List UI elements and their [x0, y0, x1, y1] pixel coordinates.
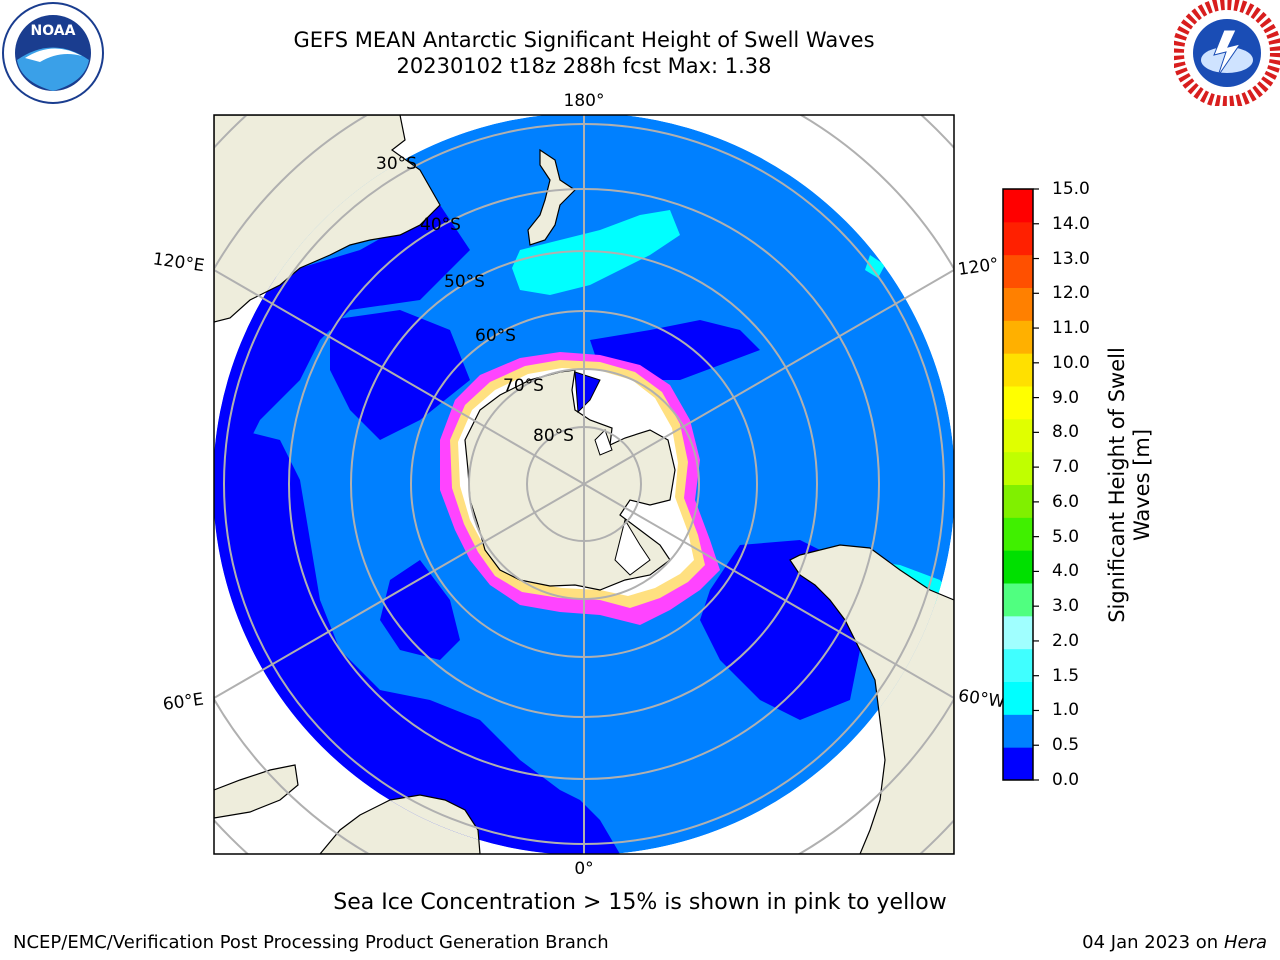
colorbar-segment: [1003, 418, 1033, 453]
colorbar-tick-label: 1.5: [1052, 665, 1080, 686]
colorbar-segment: [1003, 189, 1033, 223]
colorbar-segment: [1003, 320, 1033, 354]
new-zealand-land: [527, 148, 576, 246]
lon-label-upper-right: 120°: [957, 254, 1000, 280]
noaa-logo: NOAA: [2, 2, 104, 104]
madagascar-land: [214, 764, 299, 819]
lat-label-30s: 30°S: [376, 154, 417, 174]
colorbar-tick-label: 13.0: [1052, 248, 1090, 269]
colorbar-tick-label: 7.0: [1052, 457, 1080, 478]
colorbar-tick-label: 11.0: [1052, 318, 1090, 339]
colorbar-tick-label: 8.0: [1052, 422, 1080, 443]
colorbar-tick-label: 6.0: [1052, 491, 1080, 512]
colorbar-tick-label: 9.0: [1052, 387, 1080, 408]
lat-label-40s: 40°S: [420, 215, 461, 235]
colorbar-tick-label: 4.0: [1052, 561, 1080, 582]
sea-ice-note: Sea Ice Concentration > 15% is shown in …: [333, 890, 947, 915]
colorbar: [1002, 188, 1039, 781]
lat-label-60s: 60°S: [475, 326, 516, 346]
svg-text:NOAA: NOAA: [31, 23, 76, 39]
colorbar-tick-label: 14.0: [1052, 213, 1090, 234]
colorbar-segment: [1003, 550, 1033, 584]
colorbar-tick-label: 3.0: [1052, 596, 1080, 617]
colorbar-segment: [1003, 747, 1033, 781]
colorbar-tick-label: 10.0: [1052, 352, 1090, 373]
colorbar-segment: [1003, 484, 1033, 518]
colorbar-frame: [1002, 188, 1034, 781]
lon-label-lower-right: 60°W: [957, 686, 1006, 712]
lon-label-upper-left: 120°E: [152, 249, 206, 276]
lat-label-70s: 70°S: [503, 376, 544, 396]
footer-host: Hera: [1223, 932, 1267, 953]
colorbar-segment: [1003, 714, 1033, 748]
colorbar-tick-label: 15.0: [1052, 179, 1090, 199]
lon-label-top: 180°: [564, 91, 605, 111]
colorbar-segment: [1003, 353, 1033, 387]
colorbar-segment: [1003, 615, 1033, 650]
colorbar-label-line1: Significant Height of Swell: [1105, 347, 1129, 623]
colorbar-segment: [1003, 517, 1033, 551]
colorbar-segment: [1003, 254, 1033, 288]
colorbar-segment: [1003, 287, 1033, 321]
lon-label-bottom: 0°: [574, 859, 593, 879]
colorbar-tick-label: 1.0: [1052, 700, 1080, 721]
colorbar-segment: [1003, 451, 1033, 485]
colorbar-label-line2: Waves [m]: [1130, 428, 1154, 542]
footer-date: 04 Jan 2023 on Hera: [1082, 932, 1267, 953]
colorbar-tick-label: 2.0: [1052, 630, 1080, 651]
lat-label-50s: 50°S: [444, 272, 485, 292]
colorbar-segment: [1003, 386, 1033, 420]
colorbar-label: Significant Height of Swell Waves [m]: [1105, 347, 1155, 623]
map-subtitle: 20230102 t18z 288h fcst Max: 1.38: [396, 54, 772, 78]
lat-label-80s: 80°S: [533, 426, 574, 446]
colorbar-segment: [1003, 681, 1033, 715]
colorbar-segment: [1003, 583, 1033, 617]
colorbar-tick-label: 0.5: [1052, 735, 1080, 756]
lon-label-lower-left: 60°E: [162, 689, 205, 714]
national-weather-service-logo: [1174, 0, 1280, 106]
colorbar-tick-label: 0.0: [1052, 770, 1080, 790]
footer-date-text: 04 Jan 2023 on: [1082, 932, 1224, 953]
map-title: GEFS MEAN Antarctic Significant Height o…: [293, 28, 875, 52]
colorbar-segment: [1003, 648, 1033, 682]
colorbar-tick-label: 12.0: [1052, 283, 1090, 304]
footer-credit: NCEP/EMC/Verification Post Processing Pr…: [13, 932, 609, 953]
colorbar-tick-label: 5.0: [1052, 526, 1080, 547]
colorbar-segment: [1003, 221, 1033, 256]
